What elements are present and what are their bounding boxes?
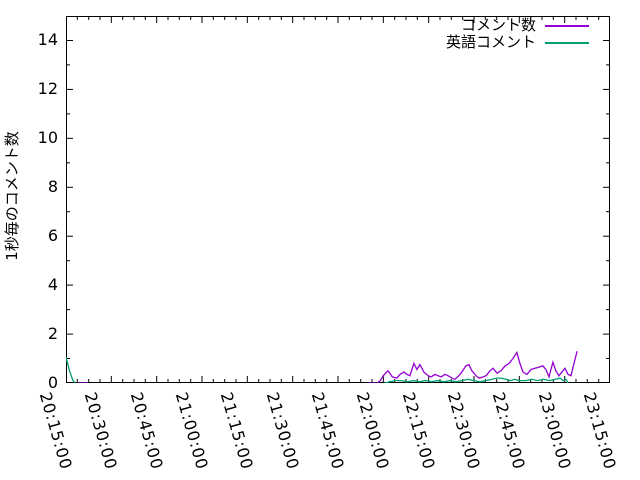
x-tick-label: 23:00:00 [534,390,575,473]
plot-area: コメント数 英語コメント [66,16,610,383]
legend-line-sample-english-comments [545,41,589,44]
y-tick-label: 12 [37,79,58,99]
x-tick-label: 21:45:00 [307,390,349,473]
x-tick-label: 21:00:00 [171,390,213,473]
y-tick-label: 14 [37,30,58,50]
x-tick-label: 23:15:00 [579,390,621,473]
y-tick-label: 4 [47,275,58,295]
x-tick-label: 20:30:00 [81,390,122,473]
legend-label-comments: コメント数 [460,16,536,34]
x-tick-label: 21:30:00 [262,390,303,473]
x-tick-label: 20:45:00 [126,390,167,473]
x-tick-label: 22:45:00 [489,390,530,473]
x-tick-label: 22:30:00 [443,390,485,473]
plot-canvas [66,16,610,383]
y-tick-label: 6 [47,226,58,246]
legend-entry-english-comments: 英語コメント [446,34,589,51]
y-tick-label: 10 [37,128,58,148]
legend: コメント数 英語コメント [446,17,589,51]
x-tick-label: 22:15:00 [398,390,439,473]
x-tick-label: 20:15:00 [35,390,77,473]
y-tick-label: 8 [47,177,58,197]
legend-line-sample-comments [545,24,589,27]
legend-entry-comments: コメント数 [446,17,589,34]
y-tick-label: 0 [47,373,58,392]
legend-label-english-comments: 英語コメント [445,33,536,51]
x-tick-label: 21:15:00 [217,390,258,473]
y-tick-label: 2 [47,324,58,344]
x-tick-label: 22:00:00 [353,390,394,473]
